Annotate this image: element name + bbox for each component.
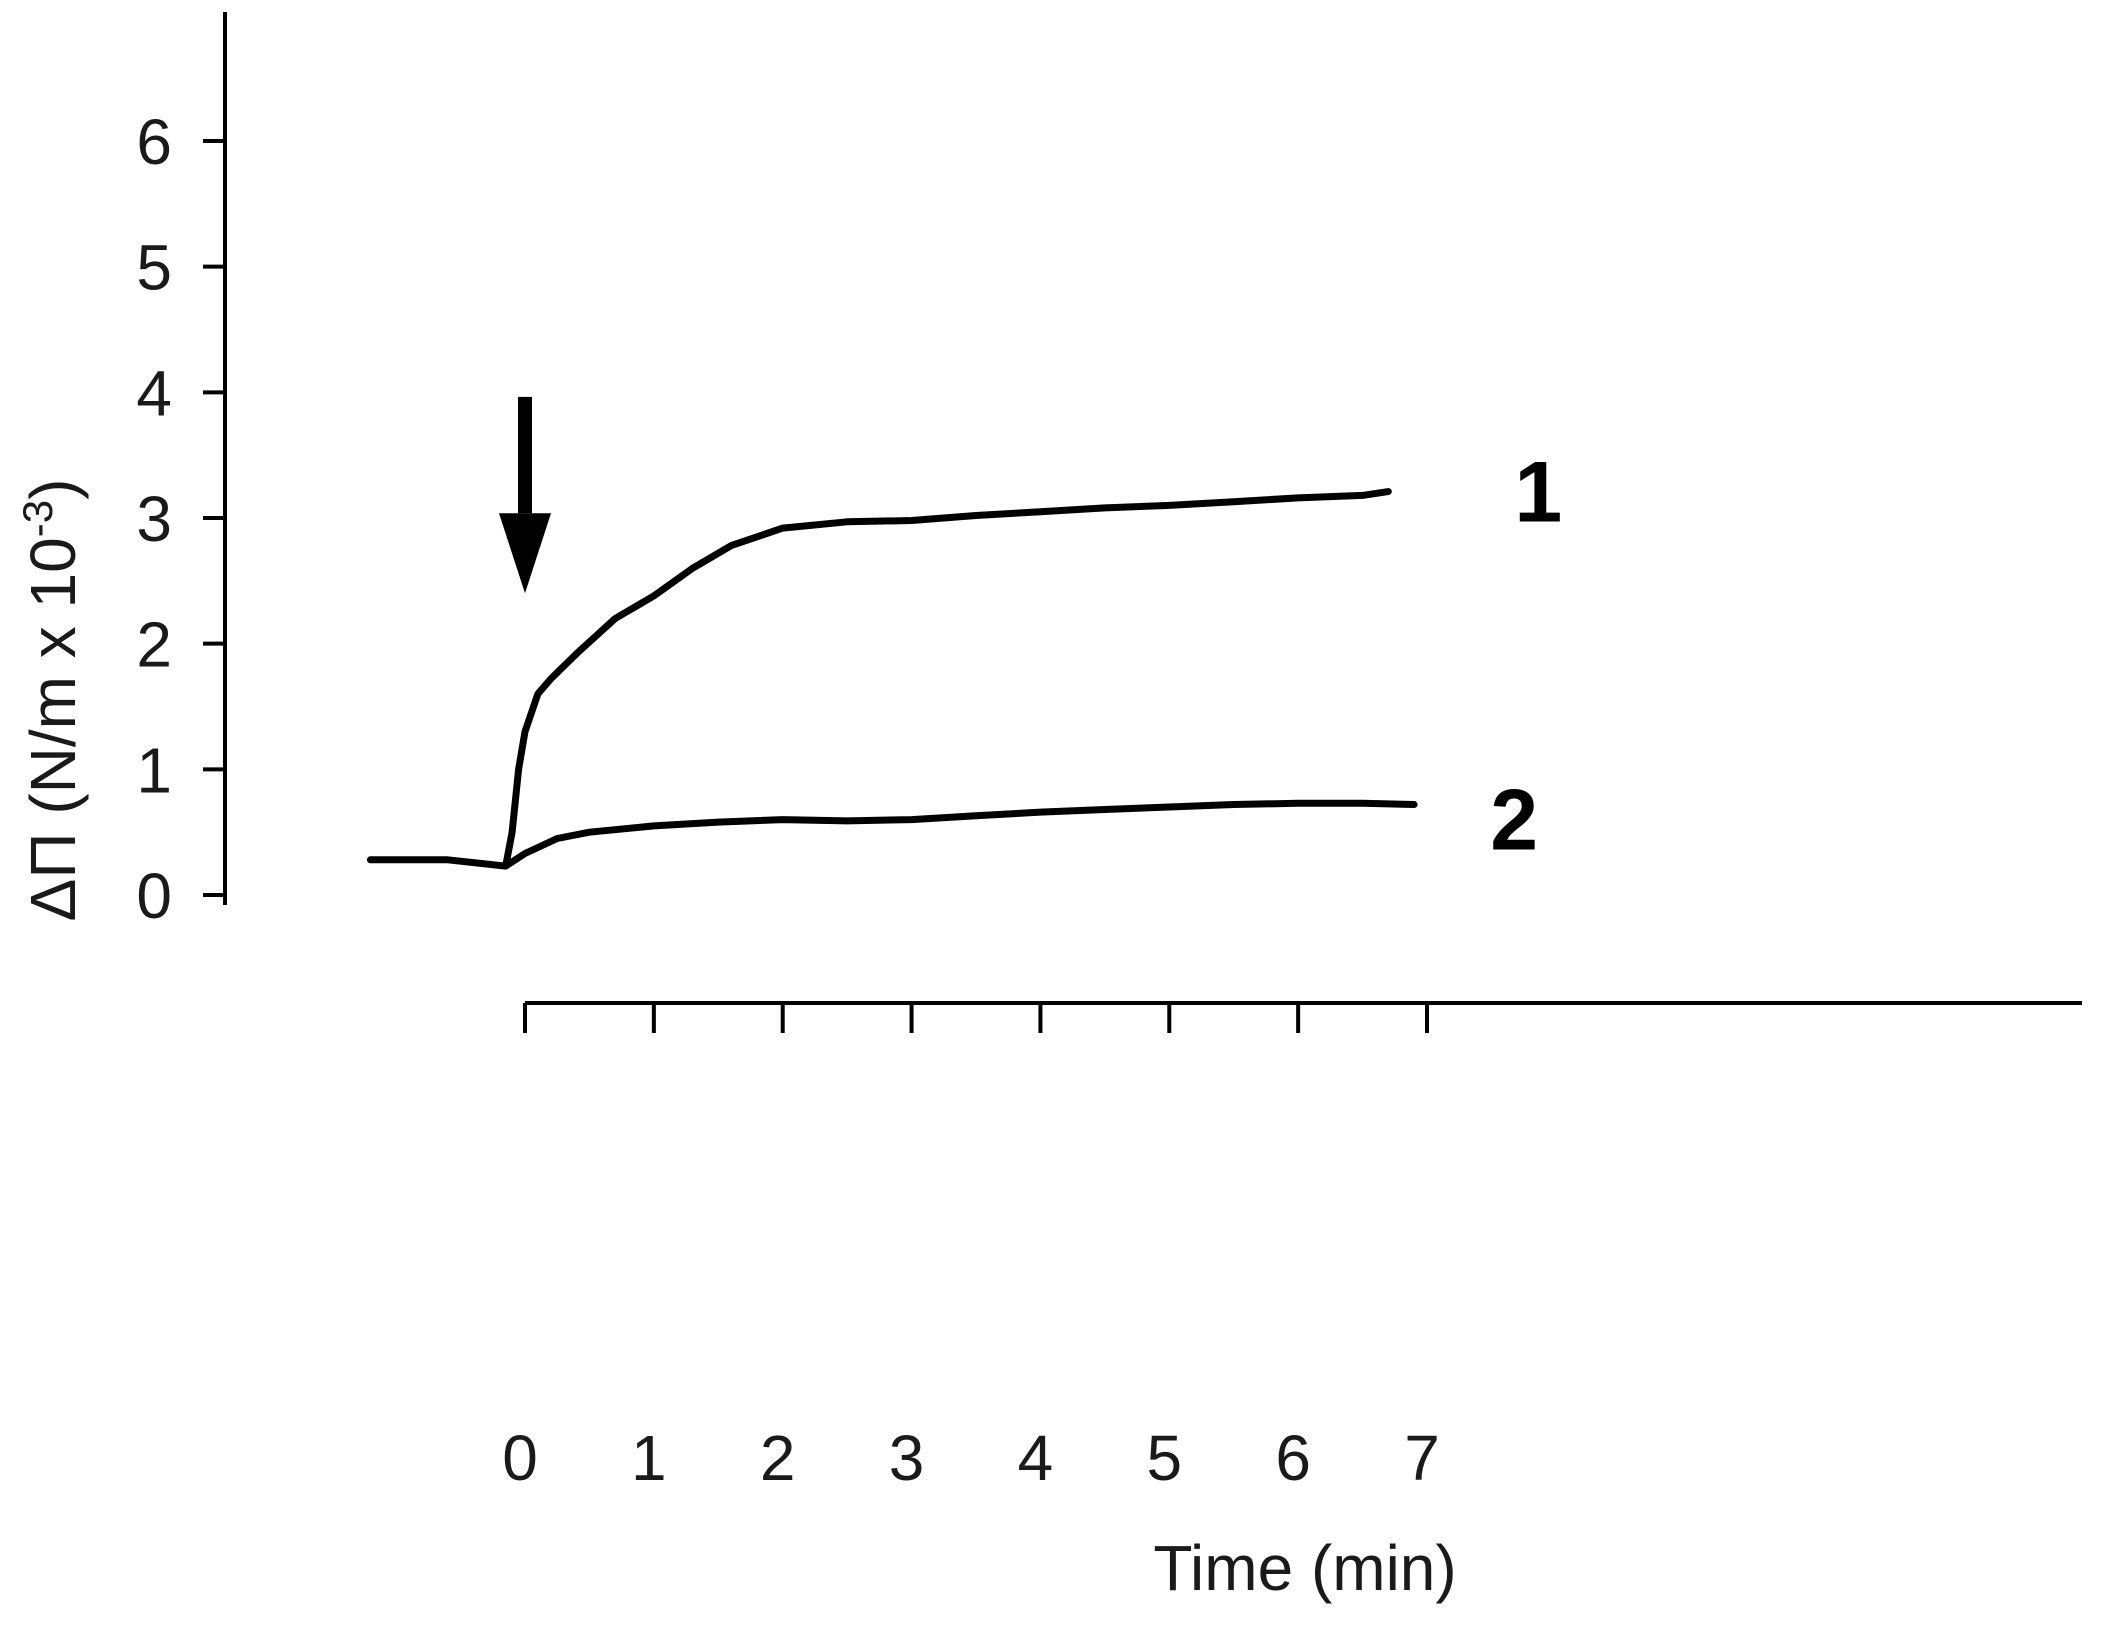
x-tick-label: 7 xyxy=(1404,1422,1440,1494)
y-tick-label: 0 xyxy=(136,860,172,932)
y-axis-title-close: ) xyxy=(17,479,89,500)
x-tick-label: 5 xyxy=(1146,1422,1182,1494)
series-label-2: 2 xyxy=(1490,773,1538,869)
x-tick-label: 6 xyxy=(1275,1422,1311,1494)
y-tick-label: 1 xyxy=(136,734,172,806)
arrow-head xyxy=(499,513,551,594)
series-group: 12 xyxy=(366,445,1562,870)
series-line-2 xyxy=(502,799,1418,870)
y-tick-label: 2 xyxy=(136,609,172,681)
y-axis-title-sup: -3 xyxy=(14,500,61,537)
x-axis: 0 1 2 3 4 5 6 7 xyxy=(502,1001,2082,1494)
x-tick-label: 4 xyxy=(1018,1422,1054,1494)
y-tick-label: 5 xyxy=(136,232,172,304)
x-tick-label: 0 xyxy=(502,1422,538,1494)
x-tick-label: 2 xyxy=(760,1422,796,1494)
y-tick-label: 4 xyxy=(136,357,172,429)
y-tick-label: 6 xyxy=(136,106,172,178)
x-tick-label: 3 xyxy=(889,1422,925,1494)
annotation-group xyxy=(499,396,551,594)
series-line-1 xyxy=(366,488,1392,870)
series-label-1: 1 xyxy=(1514,445,1562,541)
x-tick-label: 1 xyxy=(631,1422,667,1494)
x-axis-title: Time (min) xyxy=(1153,1532,1456,1604)
arrow-shaft xyxy=(518,396,532,514)
y-axis-title-base: ΔΠ (N/m x 10 xyxy=(17,537,89,921)
y-axis-title: ΔΠ (N/m x 10-3) xyxy=(14,479,90,922)
y-tick-label: 3 xyxy=(136,483,172,555)
y-axis: 0 1 2 3 4 5 6 xyxy=(136,12,227,932)
